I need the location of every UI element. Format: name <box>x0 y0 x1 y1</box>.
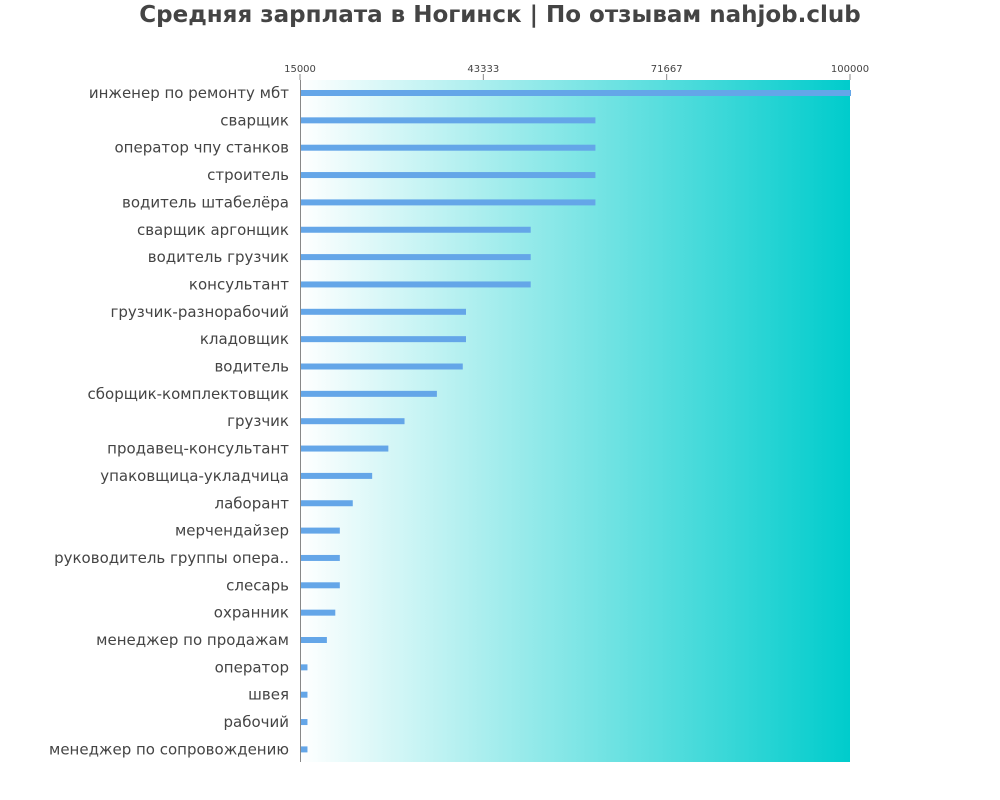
bar <box>301 637 327 643</box>
category-label: оператор <box>215 658 289 676</box>
category-label: инженер по ремонту мбт <box>89 84 289 102</box>
bar <box>301 609 336 616</box>
category-label: сборщик-комплектовщик <box>88 385 289 403</box>
bar <box>301 308 466 315</box>
bar <box>301 117 596 124</box>
bar <box>301 390 437 397</box>
category-label: менеджер по сопровождению <box>49 740 289 758</box>
bar <box>301 418 405 425</box>
category-label: швея <box>248 686 289 704</box>
category-label: упаковщица-укладчица <box>100 467 289 485</box>
bar <box>301 691 308 698</box>
category-label: водитель грузчик <box>148 248 289 266</box>
bar <box>301 144 596 151</box>
category-label: лаборант <box>215 494 290 512</box>
bar <box>301 172 596 179</box>
category-label: руководитель группы опера.. <box>54 549 289 567</box>
bar <box>301 472 373 479</box>
category-label: водитель <box>214 358 289 376</box>
bar <box>301 500 353 507</box>
bar <box>301 281 531 288</box>
x-tick-label: 43333 <box>467 64 499 75</box>
bar <box>301 90 851 96</box>
chart-title: Средняя зарплата в Ногинск | По отзывам … <box>139 2 861 28</box>
bar <box>301 226 531 233</box>
category-label: грузчик <box>227 412 289 430</box>
category-label: рабочий <box>223 713 289 731</box>
category-label: строитель <box>207 166 289 184</box>
bar <box>301 554 340 561</box>
x-tick-label: 15000 <box>284 64 316 75</box>
bar <box>301 719 308 726</box>
category-label: сварщик <box>220 111 289 129</box>
category-label: водитель штабелёра <box>122 193 289 211</box>
category-label: мерчендайзер <box>175 522 289 540</box>
category-label: менеджер по продажам <box>96 631 289 649</box>
bar <box>301 336 466 343</box>
category-label: консультант <box>189 275 289 293</box>
bar <box>301 527 340 534</box>
category-label: грузчик-разнорабочий <box>110 303 289 321</box>
bar <box>301 254 531 261</box>
category-label: сварщик аргонщик <box>137 221 289 239</box>
category-label: продавец-консультант <box>107 440 289 458</box>
category-label: слесарь <box>226 576 289 594</box>
bar <box>301 664 308 671</box>
bar <box>301 582 340 589</box>
x-tick-label: 100000 <box>831 64 869 75</box>
category-label: охранник <box>214 604 289 622</box>
bar <box>301 445 389 452</box>
bar <box>301 199 596 206</box>
bar <box>301 363 463 370</box>
x-tick-label: 71667 <box>651 64 683 75</box>
bar <box>301 746 308 753</box>
category-label: оператор чпу станков <box>114 139 289 157</box>
category-label: кладовщик <box>200 330 289 348</box>
